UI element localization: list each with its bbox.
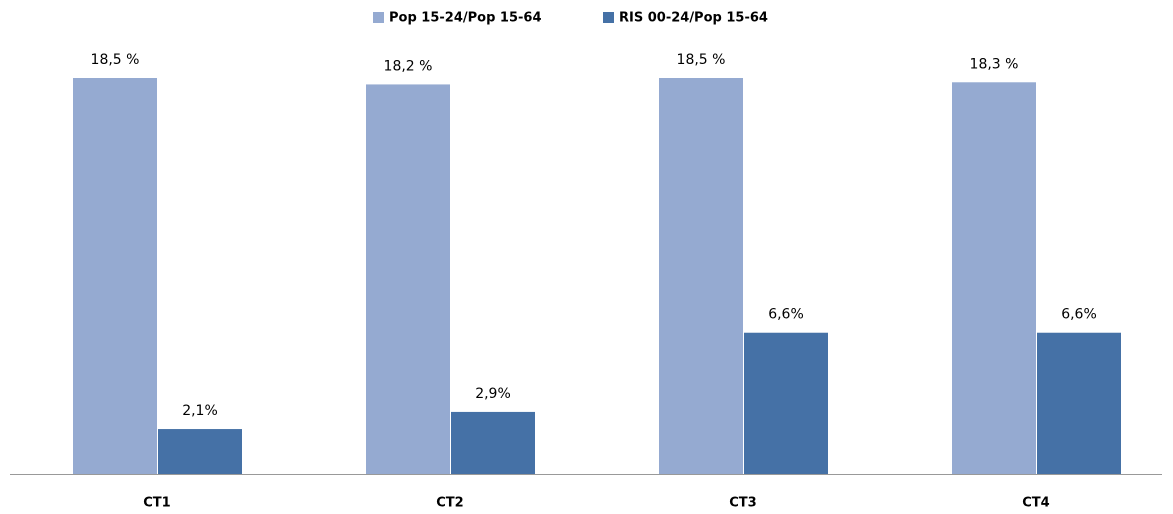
value-label: 18,3 % [970,56,1019,72]
value-label: 2,9% [475,386,511,402]
legend-swatch [603,12,614,23]
value-label: 6,6% [1061,307,1097,323]
value-label: 6,6% [768,307,804,323]
legend-label: Pop 15-24/Pop 15-64 [389,11,541,26]
value-label: 2,1% [182,403,218,419]
x-tick-label: CT4 [1022,496,1049,511]
bar [952,82,1036,475]
bar [659,78,743,474]
value-label: 18,2 % [384,58,433,74]
bar [366,84,450,474]
legend-swatch [373,12,384,23]
x-tick-label: CT3 [729,496,756,511]
value-label: 18,5 % [91,52,140,68]
bar [451,411,535,474]
bar [158,429,242,474]
bar [73,78,157,474]
x-tick-label: CT2 [436,496,463,511]
bar [744,332,828,474]
x-tick-label: CT1 [143,496,170,511]
bar [1037,332,1121,474]
legend-label: RIS 00-24/Pop 15-64 [619,11,768,26]
value-label: 18,5 % [677,52,726,68]
